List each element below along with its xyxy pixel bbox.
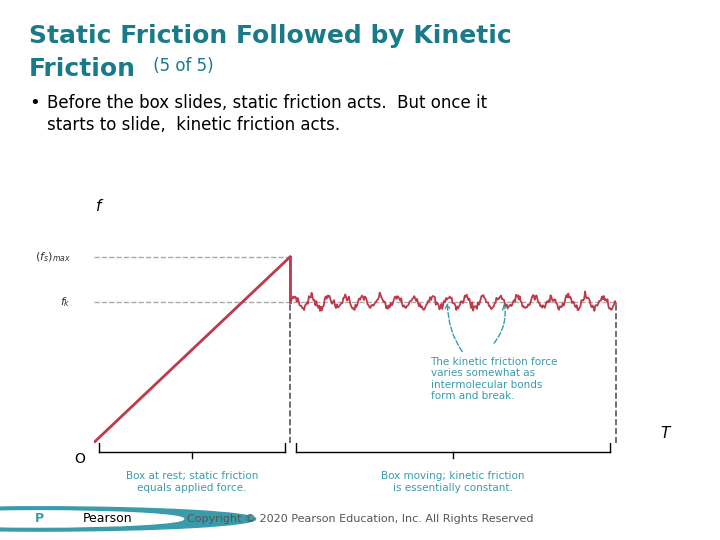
Text: The kinetic friction force
varies somewhat as
intermolecular bonds
form and brea: The kinetic friction force varies somewh… xyxy=(431,304,558,401)
Text: Before the box slides, static friction acts.  But once it: Before the box slides, static friction a… xyxy=(47,94,487,112)
Text: f: f xyxy=(96,199,102,214)
Text: starts to slide,  kinetic friction acts.: starts to slide, kinetic friction acts. xyxy=(47,116,340,134)
Text: Static Friction Followed by Kinetic: Static Friction Followed by Kinetic xyxy=(29,24,511,48)
Text: $f_k$: $f_k$ xyxy=(60,295,71,309)
Text: •: • xyxy=(29,94,40,112)
Circle shape xyxy=(0,507,256,531)
Text: Box at rest; static friction
equals applied force.: Box at rest; static friction equals appl… xyxy=(126,471,258,493)
Text: P: P xyxy=(35,512,44,525)
Text: $(f_s)_{max}$: $(f_s)_{max}$ xyxy=(35,250,71,264)
Text: Box moving; kinetic friction
is essentially constant.: Box moving; kinetic friction is essentia… xyxy=(382,471,525,493)
Text: (5 of 5): (5 of 5) xyxy=(148,57,213,75)
Text: T: T xyxy=(661,426,670,441)
Text: O: O xyxy=(74,452,85,466)
Text: Friction: Friction xyxy=(29,57,136,80)
Text: Copyright © 2020 Pearson Education, Inc. All Rights Reserved: Copyright © 2020 Pearson Education, Inc.… xyxy=(186,514,534,524)
Circle shape xyxy=(0,511,184,527)
Text: Pearson: Pearson xyxy=(83,512,132,525)
